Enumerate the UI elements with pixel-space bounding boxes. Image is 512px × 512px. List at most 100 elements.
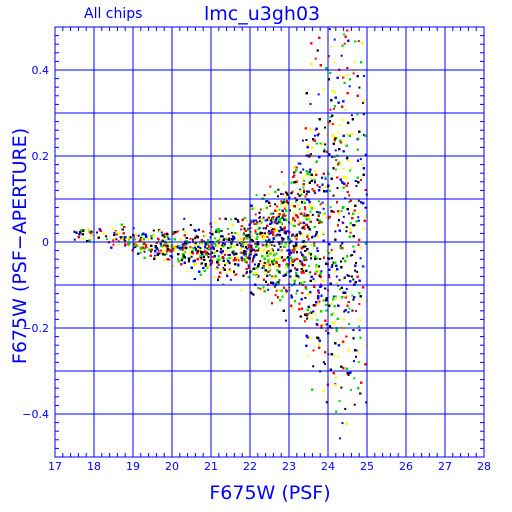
data-point	[276, 205, 279, 208]
data-point	[339, 74, 342, 77]
data-point	[277, 215, 280, 218]
data-point	[266, 236, 269, 238]
data-point	[335, 159, 338, 162]
data-point	[214, 237, 217, 240]
data-point	[231, 235, 234, 238]
data-point	[90, 231, 93, 233]
data-point	[317, 93, 320, 96]
data-point	[326, 169, 328, 172]
data-point	[323, 255, 325, 258]
data-point	[337, 355, 340, 358]
data-point	[168, 258, 171, 261]
data-point	[332, 313, 335, 316]
data-point	[189, 224, 192, 226]
data-point	[298, 220, 300, 222]
data-point	[347, 182, 349, 185]
data-point	[226, 258, 229, 261]
data-point	[299, 222, 302, 225]
data-point	[364, 153, 367, 156]
data-point	[315, 160, 318, 163]
data-point	[258, 247, 260, 250]
data-point	[285, 266, 288, 269]
data-point	[299, 188, 302, 191]
data-point	[166, 236, 169, 238]
data-point	[96, 233, 99, 236]
data-point	[228, 268, 231, 271]
data-point	[124, 238, 127, 241]
data-point	[153, 248, 156, 251]
data-point	[339, 163, 342, 166]
data-point	[332, 354, 335, 357]
data-point	[344, 109, 347, 112]
data-point	[194, 237, 197, 240]
data-point	[353, 249, 356, 251]
data-point	[128, 238, 131, 241]
data-point	[330, 249, 333, 251]
data-point	[304, 208, 307, 211]
data-point	[303, 191, 305, 194]
data-point	[172, 249, 175, 252]
data-point	[200, 257, 203, 260]
data-point	[314, 57, 317, 60]
data-point	[128, 244, 131, 247]
data-point	[346, 294, 349, 297]
data-point	[282, 260, 285, 262]
data-point	[257, 287, 260, 289]
data-point	[287, 195, 290, 198]
data-point	[229, 278, 232, 281]
data-point	[278, 289, 281, 292]
data-point	[328, 121, 331, 124]
data-point	[329, 108, 332, 111]
data-point	[317, 200, 320, 203]
data-point	[262, 233, 265, 235]
data-point	[281, 239, 284, 242]
data-point	[352, 329, 355, 332]
data-point	[303, 263, 306, 266]
data-point	[348, 194, 351, 197]
data-point	[345, 230, 348, 233]
data-point	[316, 319, 319, 322]
data-point	[303, 189, 305, 192]
data-point	[297, 203, 300, 206]
data-point	[312, 349, 315, 352]
data-point	[329, 120, 331, 122]
data-point	[149, 250, 152, 253]
data-point	[352, 72, 355, 75]
data-point	[205, 251, 208, 254]
data-point	[299, 251, 302, 254]
data-point	[362, 133, 365, 136]
data-point	[338, 279, 341, 282]
data-point	[251, 237, 254, 240]
data-point	[362, 75, 365, 77]
data-point	[341, 221, 344, 224]
data-point	[274, 262, 277, 265]
data-point	[348, 307, 351, 310]
data-point	[362, 113, 365, 116]
data-point	[334, 149, 337, 152]
data-point	[312, 365, 315, 368]
data-point	[330, 45, 333, 48]
data-point	[343, 33, 346, 36]
data-point	[270, 230, 273, 233]
data-point	[264, 262, 267, 265]
data-point	[251, 260, 254, 263]
data-point	[324, 203, 327, 206]
data-point	[325, 323, 328, 326]
data-point	[299, 162, 302, 165]
data-point	[272, 212, 275, 215]
data-point	[335, 282, 338, 285]
data-point	[340, 54, 343, 57]
data-point	[305, 190, 308, 193]
data-point	[199, 247, 202, 250]
data-point	[277, 282, 280, 285]
data-point	[349, 169, 352, 172]
data-point	[270, 222, 273, 225]
data-point	[124, 239, 127, 242]
data-point	[280, 242, 283, 245]
data-point	[333, 61, 336, 63]
data-point	[311, 213, 314, 216]
data-point	[279, 229, 282, 231]
data-point	[134, 238, 137, 241]
data-point	[348, 85, 351, 88]
data-point	[227, 247, 229, 249]
